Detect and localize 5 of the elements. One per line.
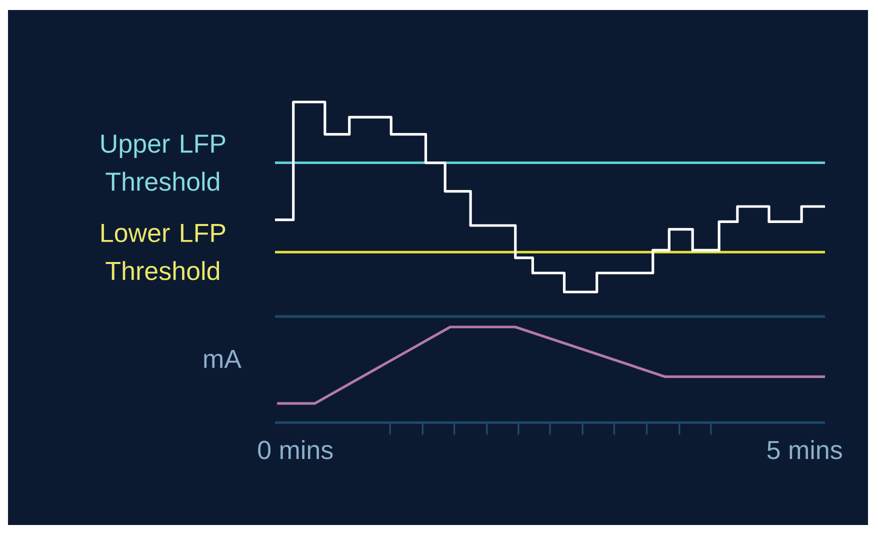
x-tick-label: 5 mins — [767, 440, 842, 460]
ref-line-label: Upper LFP Threshold — [101, 134, 226, 191]
y-axis-title: mA — [204, 350, 242, 368]
ref-line-label: Lower LFP Threshold — [102, 224, 226, 280]
x-tick-label: 0 mins — [258, 440, 333, 460]
